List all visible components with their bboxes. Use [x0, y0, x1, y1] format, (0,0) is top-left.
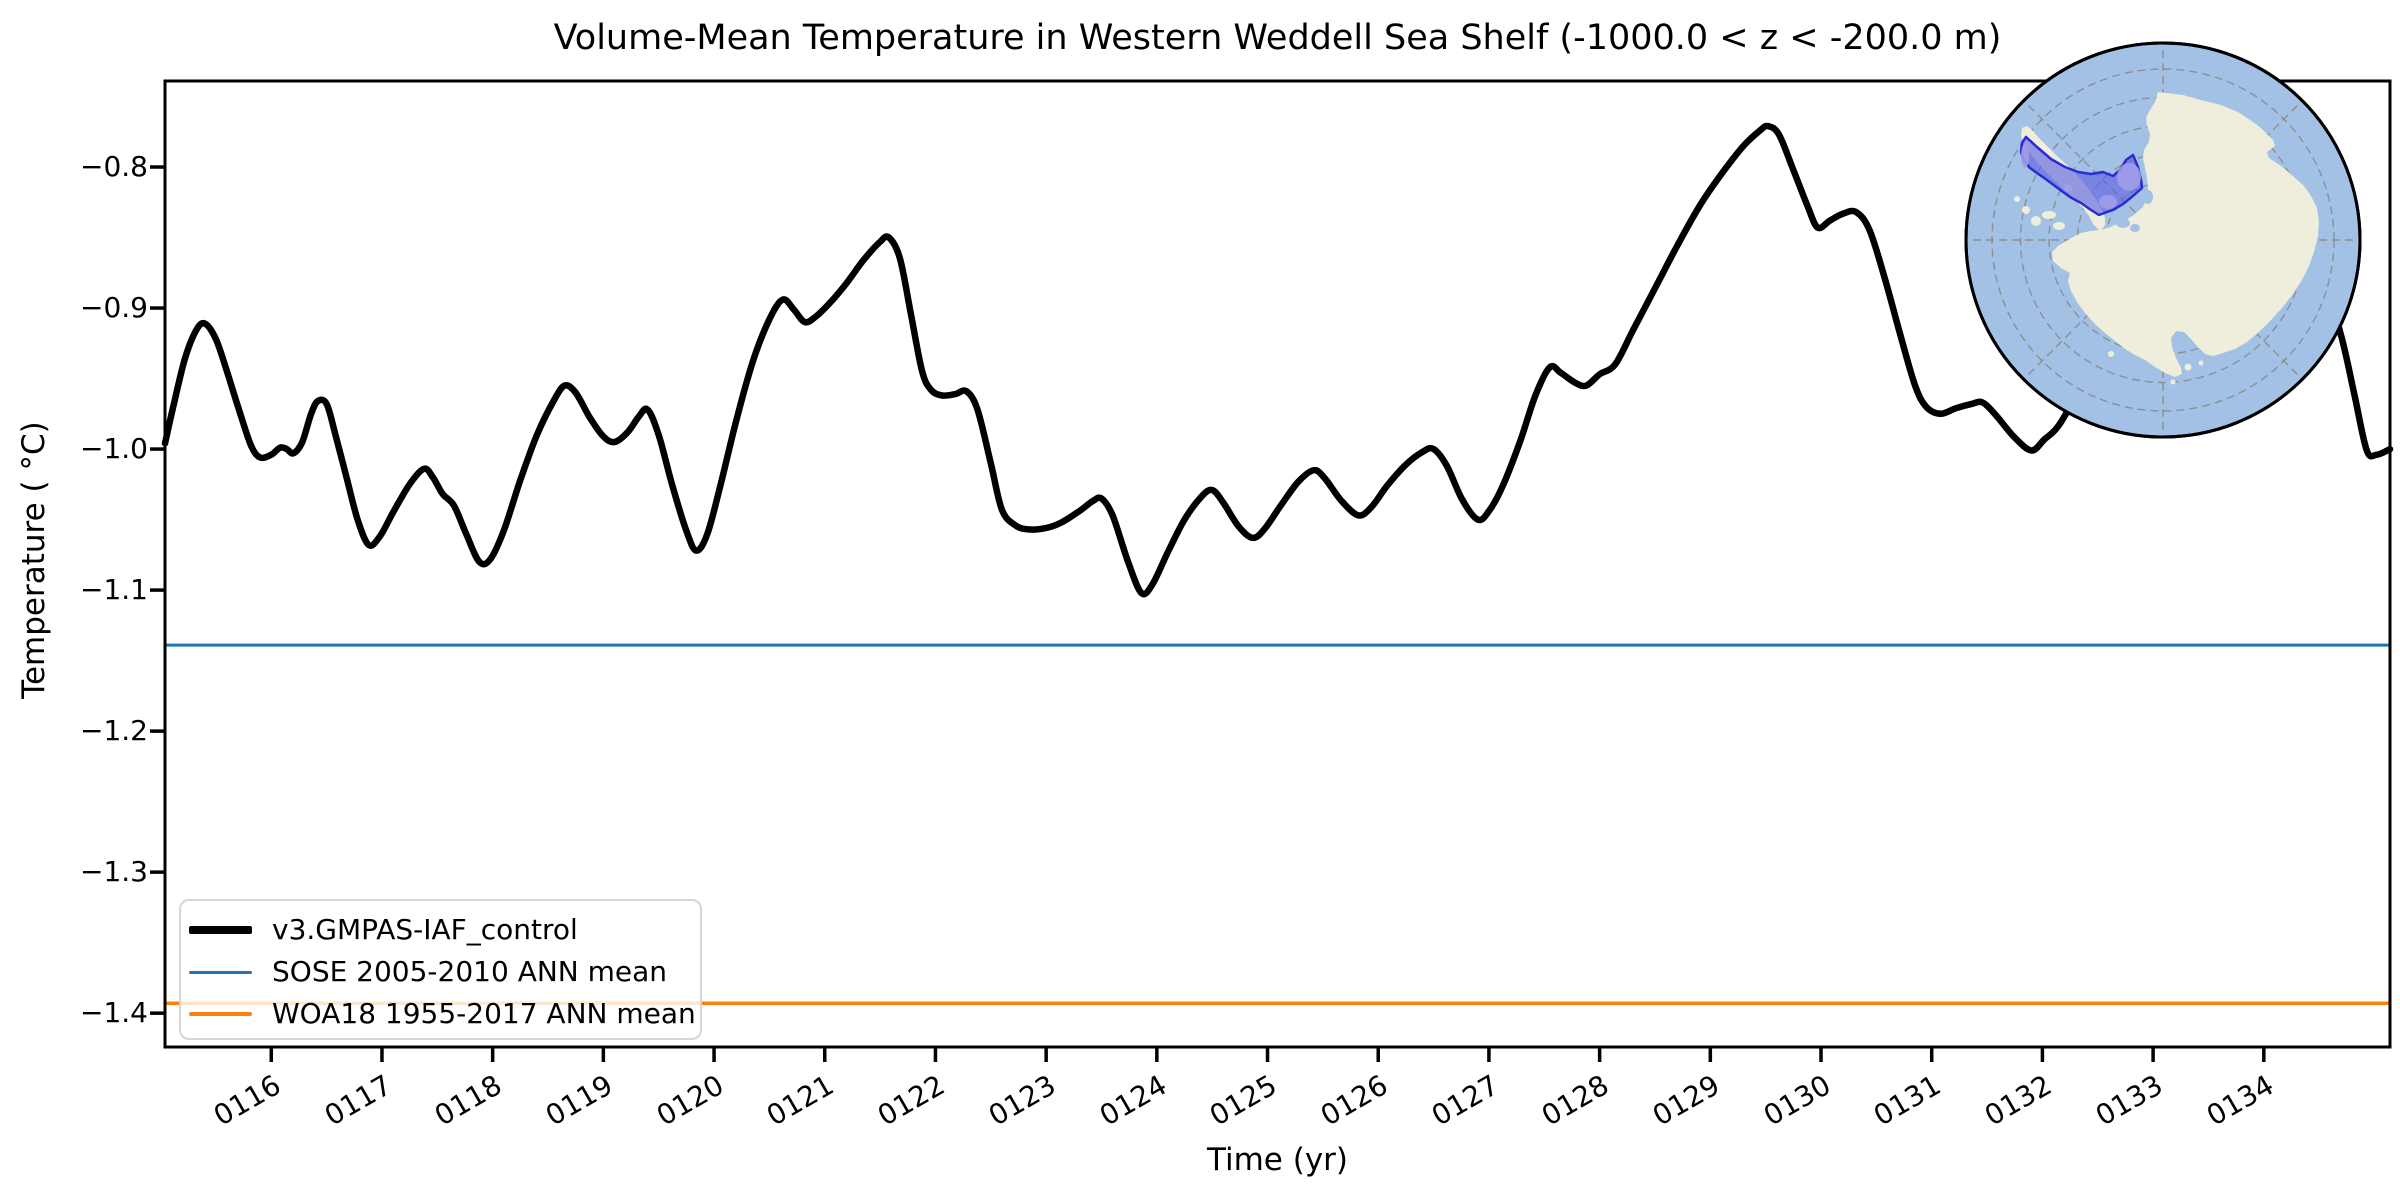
x-axis-label: Time (yr) — [1207, 1142, 1348, 1178]
map-islands — [2014, 196, 2204, 385]
legend-label: v3.GMPAS-IAF_control — [272, 912, 578, 946]
y-tick-label: −1.4 — [80, 996, 148, 1030]
chart-title: Volume-Mean Temperature in Western Wedde… — [553, 18, 2002, 58]
sose-line-swatch — [189, 970, 252, 974]
y-tick-label: −0.8 — [80, 150, 148, 184]
axis-tick-marks — [150, 165, 2266, 1062]
y-tick-label: −1.2 — [80, 714, 148, 748]
map-land-antarctica — [2052, 92, 2319, 377]
legend-label: SOSE 2005-2010 ANN mean — [272, 954, 668, 988]
y-tick-label: −1.1 — [80, 573, 148, 607]
legend-item-sose: SOSE 2005-2010 ANN mean — [189, 951, 700, 993]
y-tick-label: −0.9 — [80, 291, 148, 325]
legend-item-woa: WOA18 1955-2017 ANN mean — [189, 993, 700, 1035]
map-border-ring — [1964, 41, 2362, 439]
legend: v3.GMPAS-IAF_control SOSE 2005-2010 ANN … — [179, 899, 702, 1040]
inset-map-antarctica — [1964, 41, 2362, 439]
legend-item-model: v3.GMPAS-IAF_control — [189, 909, 700, 951]
legend-label: WOA18 1955-2017 ANN mean — [272, 996, 696, 1030]
model-timeseries-line — [161, 122, 2394, 598]
y-tick-label: −1.3 — [80, 855, 148, 889]
map-region-light-patches — [2021, 144, 2141, 209]
map-region-highlight — [2019, 135, 2144, 217]
woa-line-swatch — [189, 1012, 252, 1016]
map-coastal-inlets — [2107, 190, 2153, 232]
y-tick-label: −1.0 — [80, 432, 148, 466]
model-line-swatch — [189, 926, 252, 934]
axes-frame — [163, 79, 2392, 1049]
